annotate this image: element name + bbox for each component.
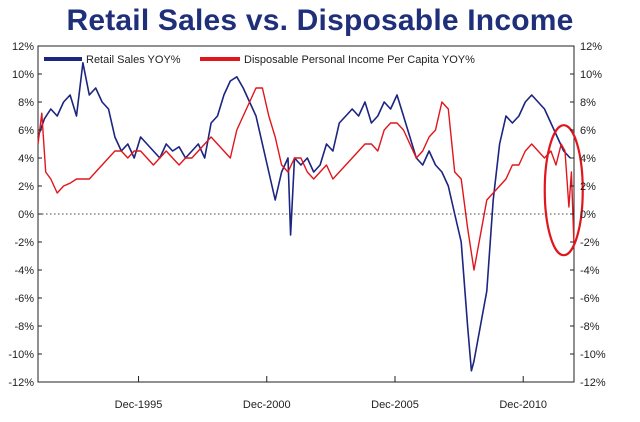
x-tick-label: Dec-1995 [115, 399, 163, 411]
y-tick-label-left: -4% [14, 265, 34, 277]
legend-label-disposable-income: Disposable Personal Income Per Capita YO… [244, 54, 475, 66]
y-tick-label-right: -4% [580, 265, 600, 277]
y-tick-label-right: 6% [580, 125, 596, 137]
y-tick-label-left: 10% [12, 69, 34, 81]
y-tick-label-right: 4% [580, 153, 596, 165]
x-tick-label: Dec-2000 [243, 399, 291, 411]
chart-title: Retail Sales vs. Disposable Income [66, 4, 574, 37]
y-tick-label-right: 10% [580, 69, 602, 81]
series-line-disposable-income [37, 87, 575, 271]
series-layer [37, 61, 575, 372]
y-tick-label-right: 2% [580, 181, 596, 193]
y-tick-label-left: 0% [18, 209, 34, 221]
y-tick-label-left: 6% [18, 125, 34, 137]
y-tick-label-left: 12% [12, 41, 34, 53]
y-tick-label-left: 4% [18, 153, 34, 165]
y-tick-label-right: -2% [580, 237, 600, 249]
y-tick-label-right: -8% [580, 321, 600, 333]
y-tick-label-left: -2% [14, 237, 34, 249]
y-tick-label-left: -8% [14, 321, 34, 333]
y-tick-label-left: -12% [8, 377, 34, 389]
y-tick-label-right: -10% [580, 349, 606, 361]
legend-label-retail-sales: Retail Sales YOY% [86, 54, 181, 66]
x-tick-label: Dec-2005 [371, 399, 419, 411]
annotation-layer [543, 124, 584, 257]
y-tick-label-left: 2% [18, 181, 34, 193]
y-tick-label-right: 0% [580, 209, 596, 221]
y-tick-label-left: -10% [8, 349, 34, 361]
y-tick-label-right: -12% [580, 377, 606, 389]
axis-layer: 12% 12% 10% 10% 8% 8% 6% 6% 4% 4% 2% 2% 0% 0% -2% -2% -4… [8, 41, 606, 411]
y-tick-label-left: 8% [18, 97, 34, 109]
y-tick-label-right: 8% [580, 97, 596, 109]
series-line-retail-sales [37, 61, 571, 372]
legend: Retail Sales YOY% Disposable Personal In… [44, 54, 475, 66]
x-tick-label: Dec-2010 [499, 399, 547, 411]
highlight-ellipse [543, 124, 584, 257]
y-tick-label-right: 12% [580, 41, 602, 53]
y-tick-label-right: -6% [580, 293, 600, 305]
y-tick-label-left: -6% [14, 293, 34, 305]
